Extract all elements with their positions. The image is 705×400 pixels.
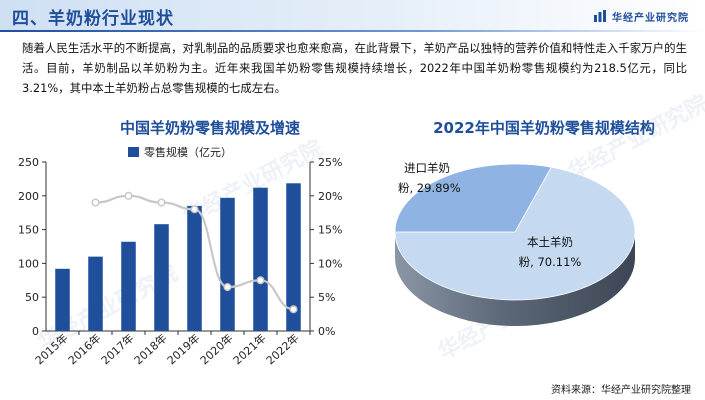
brand-logo-icon bbox=[594, 10, 606, 22]
y2-tick-label: 10% bbox=[318, 257, 342, 270]
bar bbox=[121, 241, 136, 331]
pie-slice-local bbox=[394, 166, 636, 301]
y2-tick-label: 25% bbox=[318, 156, 342, 169]
y2-tick-label: 5% bbox=[318, 291, 335, 304]
bar bbox=[286, 183, 301, 331]
legend-swatch bbox=[128, 147, 139, 157]
y-tick-label: 50 bbox=[25, 291, 39, 304]
brand: 华经产业研究院 bbox=[593, 8, 689, 24]
bar-chart-title: 中国羊奶粉零售规模及增速 bbox=[119, 119, 300, 137]
y-tick-label: 150 bbox=[18, 224, 39, 237]
bar bbox=[154, 224, 169, 331]
header-band bbox=[0, 0, 705, 30]
growth-point bbox=[91, 198, 100, 207]
bar bbox=[187, 205, 202, 331]
growth-point bbox=[289, 305, 298, 314]
growth-point bbox=[190, 205, 199, 214]
brand-name: 华经产业研究院 bbox=[612, 12, 689, 24]
bar bbox=[220, 197, 235, 331]
section-title: 四、羊奶粉行业现状 bbox=[12, 9, 174, 29]
growth-point bbox=[157, 198, 166, 207]
bar bbox=[55, 268, 70, 331]
legend-label: 零售规模（亿元） bbox=[144, 145, 232, 159]
y-tick-label: 200 bbox=[18, 190, 39, 203]
growth-point bbox=[124, 191, 133, 200]
pie-label-import: 粉, 29.89% bbox=[398, 181, 461, 195]
source-note: 资料来源：华经产业研究院整理 bbox=[551, 385, 691, 396]
y2-tick-label: 20% bbox=[318, 190, 342, 203]
y-tick-label: 0 bbox=[32, 325, 39, 338]
intro-paragraph: 随着人民生活水平的不断提高，对乳制品的品质要求也愈来愈高，在此背景下，羊奶产品以… bbox=[22, 41, 687, 95]
bar bbox=[88, 256, 103, 331]
growth-point bbox=[223, 283, 232, 292]
y2-tick-label: 15% bbox=[318, 224, 342, 237]
pie-chart-title: 2022年中国羊奶粉零售规模结构 bbox=[433, 119, 655, 137]
pie-slice-import bbox=[394, 163, 552, 233]
bar bbox=[253, 187, 268, 331]
growth-point bbox=[256, 276, 265, 285]
y-tick-label: 250 bbox=[18, 156, 39, 169]
header-accent-line bbox=[0, 30, 705, 32]
y-tick-label: 100 bbox=[18, 257, 39, 270]
pie-label-local: 本土羊奶 bbox=[527, 235, 573, 249]
pie-label-local: 粉, 70.11% bbox=[519, 255, 582, 269]
pie-label-import: 进口羊奶 bbox=[404, 161, 450, 175]
y2-tick-label: 0% bbox=[318, 325, 335, 338]
pie-side bbox=[395, 232, 635, 326]
